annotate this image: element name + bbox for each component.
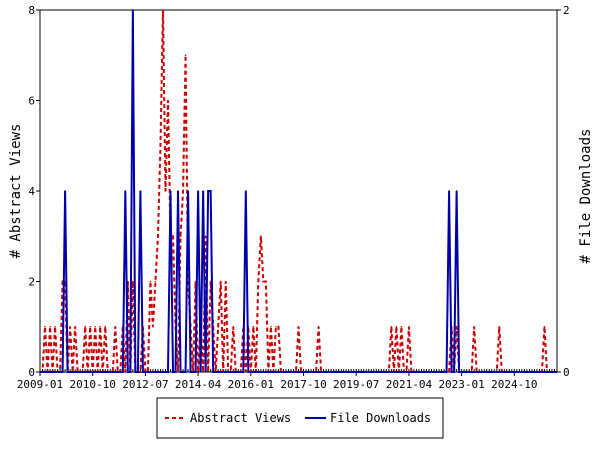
- x-tick-label: 2014-04: [175, 378, 222, 391]
- data-point: [204, 235, 207, 238]
- data-point: [473, 325, 475, 328]
- x-tick-label: 2023-01: [438, 378, 484, 391]
- series-group: [40, 9, 557, 373]
- data-point: [94, 325, 97, 328]
- data-point: [197, 190, 199, 192]
- legend: Abstract Views File Downloads: [156, 397, 444, 439]
- data-point: [270, 325, 272, 328]
- y-left-tick-label: 4: [28, 185, 35, 198]
- y-left-tick-label: 0: [28, 366, 35, 379]
- y-left-tick-label: 8: [28, 4, 35, 17]
- y-left-tick-label: 6: [28, 95, 35, 108]
- x-tick-label: 2017-10: [280, 378, 326, 391]
- data-point: [44, 325, 46, 328]
- data-point: [448, 190, 450, 192]
- data-point: [124, 190, 127, 192]
- data-point: [154, 280, 157, 283]
- data-point: [89, 325, 91, 328]
- data-point: [543, 325, 546, 328]
- legend-label-abstract-views: Abstract Views: [190, 411, 291, 425]
- data-point: [262, 280, 265, 283]
- data-point: [455, 190, 458, 192]
- data-point: [164, 190, 167, 192]
- x-axis: 2009-01 2010-10 2012-07 2014-04 2016-01 2017-…: [17, 369, 558, 391]
- data-point: [317, 325, 320, 328]
- x-tick-label: 2009-01: [17, 378, 63, 391]
- data-point: [99, 325, 102, 328]
- data-point: [260, 235, 262, 238]
- data-point: [207, 190, 209, 192]
- y-axis-left-title: # Abstract Views: [8, 124, 24, 259]
- data-point: [219, 280, 222, 283]
- x-tick-label: 2012-07: [122, 378, 168, 391]
- data-point: [395, 325, 398, 328]
- legend-box: [156, 397, 444, 439]
- data-point: [49, 325, 51, 328]
- x-tick-label: 2010-10: [70, 378, 116, 391]
- data-point: [265, 280, 267, 283]
- data-point: [84, 325, 86, 328]
- data-point: [162, 9, 164, 11]
- data-point: [167, 99, 169, 102]
- data-point: [179, 235, 182, 238]
- data-point: [132, 280, 134, 283]
- x-tick-label: 2019-07: [333, 378, 379, 391]
- data-point: [408, 325, 410, 328]
- data-point: [152, 325, 154, 328]
- series-line-file-downloads: [40, 9, 557, 373]
- x-tick-label: 2016-01: [228, 378, 274, 391]
- data-point: [64, 190, 66, 192]
- y-right-tick-label: 0: [563, 366, 570, 379]
- y-left-tick-label: 2: [28, 276, 35, 289]
- data-point: [114, 325, 117, 328]
- data-point: [159, 144, 162, 147]
- data-point: [172, 235, 174, 238]
- data-point: [209, 190, 212, 192]
- y-axis-right: 02: [557, 4, 570, 379]
- data-point: [202, 190, 204, 192]
- legend-label-file-downloads: File Downloads: [330, 411, 431, 425]
- y-axis-left: 0 2 4 6 8: [28, 4, 40, 379]
- data-point: [54, 325, 56, 328]
- data-point: [182, 190, 184, 192]
- y-right-tick-label: 2: [563, 4, 570, 17]
- data-point: [275, 325, 277, 328]
- data-point: [245, 190, 247, 192]
- data-point: [232, 325, 235, 328]
- data-point: [224, 280, 227, 283]
- data-point: [297, 325, 300, 328]
- x-tick-label: 2021-04: [386, 378, 433, 391]
- data-point: [390, 325, 393, 328]
- series-line-abstract-views: [40, 9, 557, 373]
- data-point: [149, 280, 152, 283]
- plot-area: [39, 9, 558, 373]
- data-point: [177, 190, 179, 192]
- data-point: [277, 325, 280, 328]
- data-point: [69, 325, 71, 328]
- data-point: [169, 190, 172, 192]
- data-point: [252, 325, 255, 328]
- data-point: [187, 190, 189, 192]
- data-point: [104, 325, 107, 328]
- data-point: [157, 235, 159, 238]
- data-point: [217, 325, 219, 328]
- data-point: [132, 9, 134, 11]
- plot-frame: [39, 9, 558, 373]
- data-point: [139, 190, 142, 192]
- x-tick-label: 2024-10: [491, 378, 537, 391]
- data-point: [498, 325, 501, 328]
- data-point: [74, 325, 76, 328]
- data-point: [257, 280, 260, 283]
- y-axis-right-title: # File Downloads: [578, 129, 594, 264]
- data-point: [184, 54, 187, 57]
- data-point: [400, 325, 403, 328]
- data-point: [455, 325, 458, 328]
